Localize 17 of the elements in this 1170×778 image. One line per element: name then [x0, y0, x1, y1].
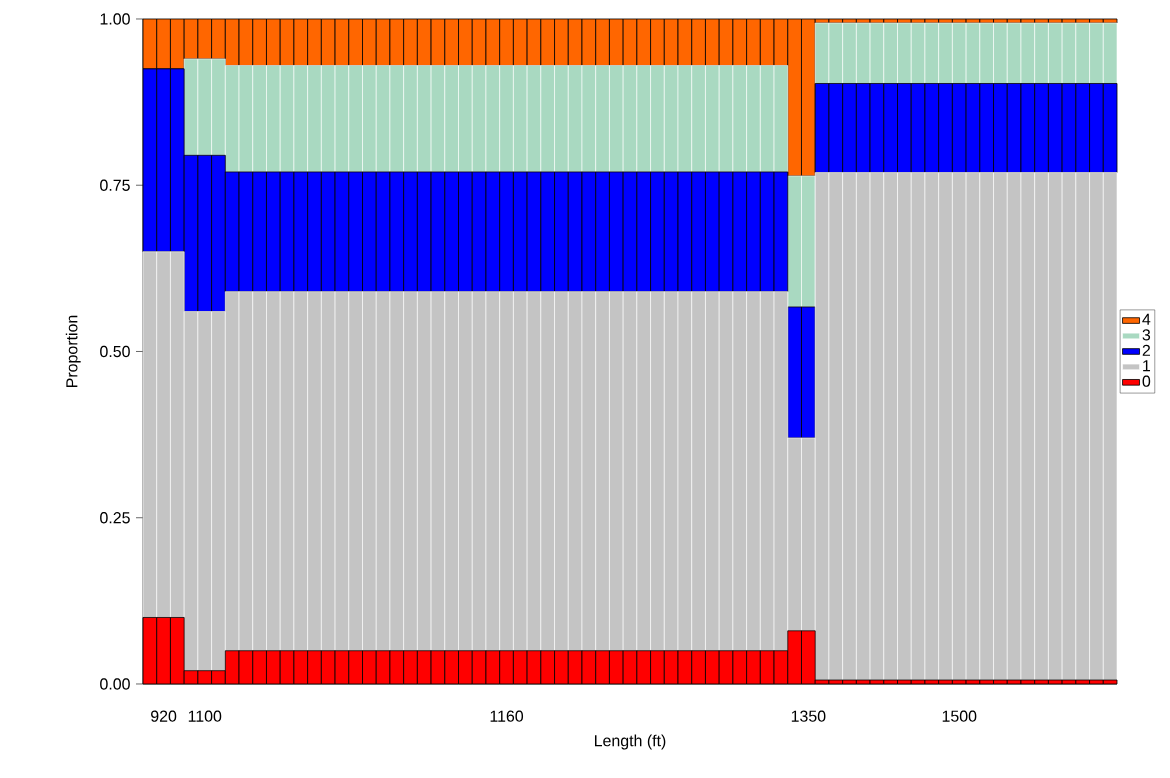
x-tick-label: 1350 — [791, 710, 826, 722]
legend-label: 3 — [1142, 329, 1151, 341]
x-tick-label: 920 — [151, 710, 177, 722]
legend-label: 4 — [1142, 313, 1151, 325]
legend-label: 2 — [1142, 344, 1150, 356]
x-axis-title: Length (ft) — [594, 734, 666, 750]
y-tick-label: 0.25 — [100, 512, 130, 524]
y-axis-title: Proportion — [65, 315, 81, 387]
y-tick-label: 0.00 — [100, 678, 130, 690]
y-tick-label: 1.00 — [100, 13, 130, 25]
x-tick-label: 1500 — [942, 710, 977, 722]
y-tick-label: 0.50 — [100, 345, 130, 358]
legend-label: 0 — [1142, 375, 1151, 387]
legend-label: 1 — [1143, 360, 1151, 372]
x-tick-label: 1160 — [490, 710, 524, 722]
y-tick-label: 0.75 — [100, 179, 130, 191]
x-tick-label: 1100 — [188, 710, 222, 722]
